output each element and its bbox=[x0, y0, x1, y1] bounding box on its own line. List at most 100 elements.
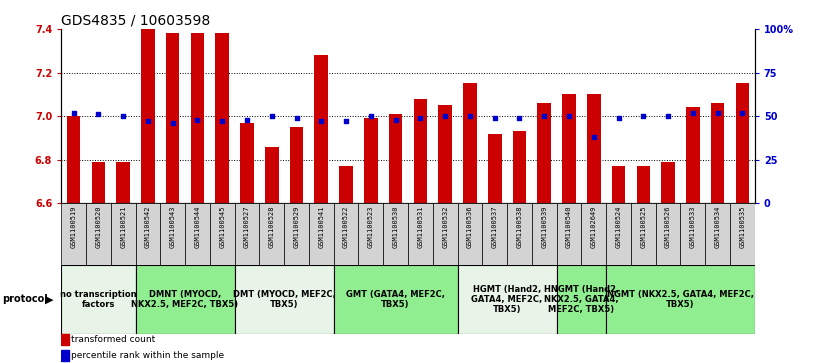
Bar bbox=[91, 162, 105, 203]
Bar bbox=[339, 166, 353, 203]
Bar bbox=[215, 33, 229, 203]
Point bbox=[265, 113, 278, 119]
Bar bbox=[488, 134, 502, 203]
Bar bbox=[606, 265, 755, 334]
Bar bbox=[259, 203, 284, 265]
Text: GSM1100526: GSM1100526 bbox=[665, 205, 671, 248]
Bar bbox=[606, 203, 631, 265]
Bar bbox=[432, 203, 458, 265]
Bar bbox=[309, 203, 334, 265]
Bar bbox=[458, 203, 482, 265]
Point bbox=[166, 120, 180, 126]
Bar bbox=[438, 105, 452, 203]
Text: GSM1100529: GSM1100529 bbox=[294, 205, 299, 248]
Text: GSM1100543: GSM1100543 bbox=[170, 205, 175, 248]
Bar bbox=[358, 203, 384, 265]
Bar bbox=[240, 123, 254, 203]
Bar bbox=[290, 127, 304, 203]
Text: GSM1100533: GSM1100533 bbox=[690, 205, 696, 248]
Bar bbox=[67, 116, 81, 203]
Point bbox=[389, 117, 402, 123]
Point bbox=[686, 110, 699, 115]
Text: GMT (GATA4, MEF2C,
TBX5): GMT (GATA4, MEF2C, TBX5) bbox=[346, 290, 445, 309]
Bar bbox=[686, 107, 699, 203]
Bar bbox=[681, 203, 705, 265]
Bar bbox=[334, 265, 458, 334]
Point bbox=[414, 115, 427, 121]
Text: GSM1100536: GSM1100536 bbox=[467, 205, 473, 248]
Text: GSM1100545: GSM1100545 bbox=[220, 205, 225, 248]
Text: NGMT (NKX2.5, GATA4, MEF2C,
TBX5): NGMT (NKX2.5, GATA4, MEF2C, TBX5) bbox=[607, 290, 754, 309]
Point bbox=[736, 110, 749, 115]
Point bbox=[141, 118, 154, 124]
Text: transformed count: transformed count bbox=[72, 335, 156, 344]
Point bbox=[562, 113, 575, 119]
Bar bbox=[538, 103, 551, 203]
Text: GSM1100522: GSM1100522 bbox=[343, 205, 349, 248]
Bar bbox=[384, 203, 408, 265]
Bar bbox=[735, 83, 749, 203]
Point bbox=[662, 113, 675, 119]
Bar bbox=[314, 55, 328, 203]
Text: GSM1102649: GSM1102649 bbox=[591, 205, 596, 248]
Text: GSM1100540: GSM1100540 bbox=[566, 205, 572, 248]
Bar bbox=[587, 94, 601, 203]
Point bbox=[290, 115, 303, 121]
Text: no transcription
factors: no transcription factors bbox=[60, 290, 136, 309]
Bar bbox=[557, 203, 581, 265]
Text: HGMT (Hand2,
GATA4, MEF2C,
TBX5): HGMT (Hand2, GATA4, MEF2C, TBX5) bbox=[472, 285, 543, 314]
Point bbox=[588, 134, 601, 140]
Point bbox=[215, 118, 228, 124]
Bar bbox=[166, 33, 180, 203]
Point bbox=[463, 113, 477, 119]
Bar bbox=[334, 203, 358, 265]
Bar bbox=[160, 203, 185, 265]
Text: GSM1100531: GSM1100531 bbox=[418, 205, 424, 248]
Bar bbox=[463, 83, 477, 203]
Bar bbox=[408, 203, 432, 265]
Point bbox=[488, 115, 501, 121]
Point bbox=[636, 113, 650, 119]
Bar bbox=[61, 334, 69, 345]
Bar bbox=[61, 350, 69, 362]
Text: GSM1100527: GSM1100527 bbox=[244, 205, 250, 248]
Bar bbox=[86, 203, 111, 265]
Bar bbox=[141, 29, 155, 203]
Bar bbox=[705, 203, 730, 265]
Bar bbox=[711, 103, 725, 203]
Point bbox=[241, 117, 254, 123]
Bar bbox=[661, 162, 675, 203]
Text: HNGMT (Hand2,
NKX2.5, GATA4,
MEF2C, TBX5): HNGMT (Hand2, NKX2.5, GATA4, MEF2C, TBX5… bbox=[543, 285, 619, 314]
Bar bbox=[265, 147, 278, 203]
Text: GSM1100538: GSM1100538 bbox=[517, 205, 522, 248]
Bar bbox=[111, 203, 135, 265]
Text: GSM1100537: GSM1100537 bbox=[492, 205, 498, 248]
Bar bbox=[557, 265, 606, 334]
Bar bbox=[656, 203, 681, 265]
Text: GDS4835 / 10603598: GDS4835 / 10603598 bbox=[61, 14, 211, 28]
Bar bbox=[582, 203, 606, 265]
Text: GSM1100519: GSM1100519 bbox=[71, 205, 77, 248]
Bar bbox=[636, 166, 650, 203]
Bar bbox=[61, 265, 135, 334]
Text: GSM1100539: GSM1100539 bbox=[541, 205, 548, 248]
Point bbox=[439, 113, 452, 119]
Bar bbox=[631, 203, 656, 265]
Point bbox=[339, 118, 353, 124]
Bar bbox=[185, 203, 210, 265]
Text: GSM1100528: GSM1100528 bbox=[268, 205, 275, 248]
Bar bbox=[532, 203, 557, 265]
Bar bbox=[388, 114, 402, 203]
Text: percentile rank within the sample: percentile rank within the sample bbox=[72, 351, 224, 360]
Bar bbox=[117, 162, 130, 203]
Bar bbox=[61, 203, 86, 265]
Bar bbox=[562, 94, 576, 203]
Bar bbox=[235, 203, 259, 265]
Bar bbox=[414, 99, 428, 203]
Bar bbox=[235, 265, 334, 334]
Bar bbox=[191, 33, 204, 203]
Text: GSM1100541: GSM1100541 bbox=[318, 205, 324, 248]
Point bbox=[612, 115, 625, 121]
Bar bbox=[135, 265, 235, 334]
Text: GSM1100544: GSM1100544 bbox=[194, 205, 201, 248]
